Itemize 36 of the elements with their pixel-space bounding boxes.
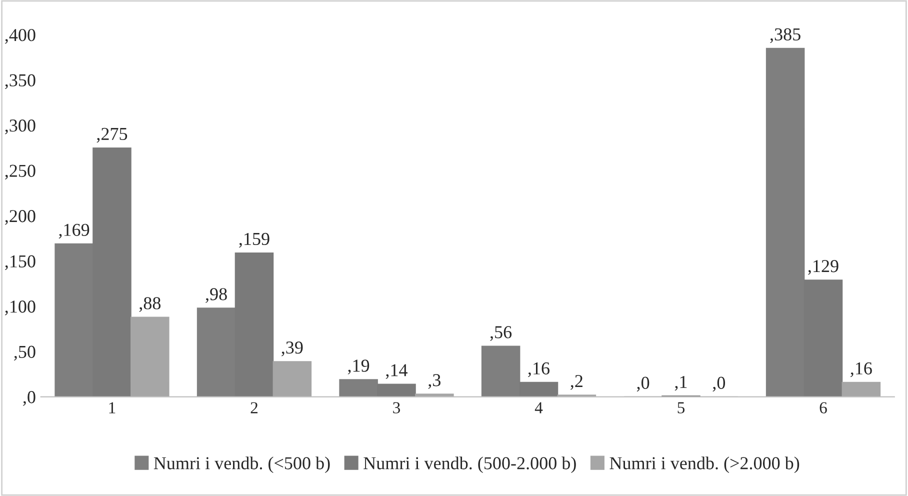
x-tick-label: 3 bbox=[393, 402, 400, 414]
x-tick-label: 1 bbox=[109, 402, 116, 414]
data-label: ,16 bbox=[528, 362, 550, 378]
y-tick-label: ,50 bbox=[14, 346, 36, 361]
data-label: ,16 bbox=[850, 362, 872, 378]
x-tick-label: 5 bbox=[678, 402, 685, 414]
y-tick-label: ,400 bbox=[5, 28, 36, 44]
data-label: ,39 bbox=[282, 342, 303, 356]
y-tick-label: ,100 bbox=[5, 300, 36, 316]
x-tick-label: 2 bbox=[250, 402, 258, 414]
data-label: ,14 bbox=[386, 364, 408, 379]
data-label: ,56 bbox=[490, 326, 512, 341]
legend-label: Numri i vendb. (>2.000 b) bbox=[610, 456, 800, 473]
legend-label: Numri i vendb. (500-2.000 b) bbox=[364, 456, 576, 473]
y-tick-label: ,350 bbox=[5, 74, 36, 90]
data-label: ,3 bbox=[428, 374, 440, 389]
y-tick-label: ,200 bbox=[5, 210, 36, 225]
legend-label: Numri i vendb. (<500 b) bbox=[154, 456, 330, 473]
y-tick-label: ,250 bbox=[5, 164, 36, 180]
data-label: ,159 bbox=[239, 232, 270, 248]
data-label: ,0 bbox=[712, 376, 726, 392]
data-label: ,0 bbox=[636, 376, 650, 392]
data-label: ,169 bbox=[58, 224, 90, 239]
x-tick-label: 6 bbox=[820, 402, 827, 414]
data-label: ,2 bbox=[570, 375, 582, 390]
y-tick-label: ,0 bbox=[23, 391, 36, 406]
data-label: ,98 bbox=[206, 288, 227, 303]
data-label: ,275 bbox=[96, 128, 128, 143]
data-label: ,385 bbox=[770, 28, 800, 44]
data-label: ,19 bbox=[348, 360, 370, 374]
data-label: ,1 bbox=[674, 376, 687, 391]
data-label: ,129 bbox=[808, 260, 838, 275]
data-label: ,88 bbox=[139, 297, 161, 312]
y-tick-label: ,300 bbox=[5, 119, 36, 134]
y-tick-label: ,150 bbox=[5, 255, 36, 270]
x-tick-label: 4 bbox=[534, 402, 543, 414]
